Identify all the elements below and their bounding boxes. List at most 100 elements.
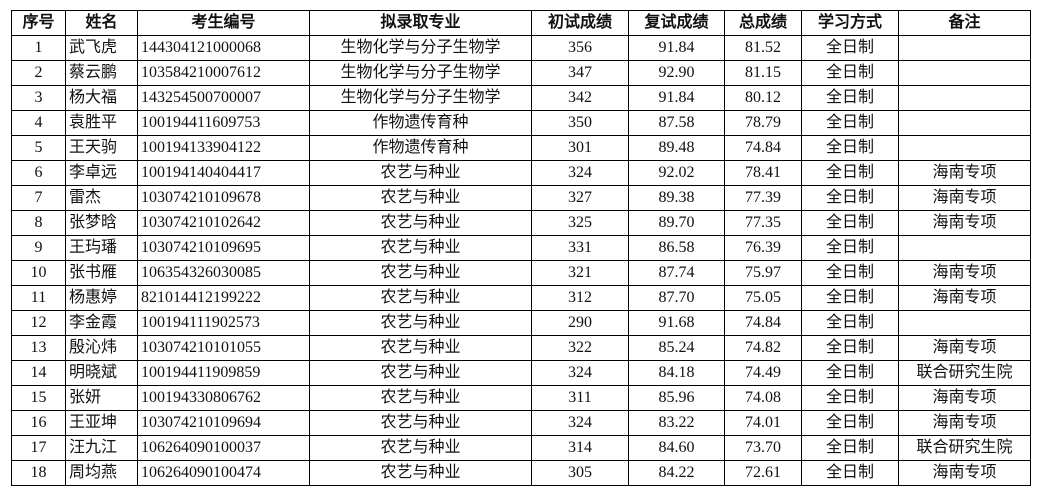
name-cell: 明晓斌	[65, 360, 138, 386]
retest-score-cell: 86.58	[628, 235, 725, 261]
name-cell: 袁胜平	[65, 110, 138, 136]
initial-score-cell: 321	[531, 260, 629, 286]
major-cell: 生物化学与分子生物学	[309, 35, 532, 61]
candidate-id-cell: 103074210109694	[137, 410, 310, 436]
initial-score-cell: 325	[531, 210, 629, 236]
index-cell: 11	[11, 285, 66, 311]
study-mode-cell: 全日制	[801, 285, 899, 311]
name-cell: 王天驹	[65, 135, 138, 161]
study-mode-cell: 全日制	[801, 460, 899, 486]
retest-score-cell: 91.84	[628, 35, 725, 61]
table-row: 4 袁胜平 100194411609753 作物遗传育种 350 87.58 78.79 全日…	[11, 110, 1031, 136]
major-cell: 农艺与种业	[309, 185, 532, 211]
major-cell: 农艺与种业	[309, 385, 532, 411]
candidate-id-cell: 143254500700007	[137, 85, 310, 111]
name-cell: 张梦晗	[65, 210, 138, 236]
study-mode-cell: 全日制	[801, 110, 899, 136]
total-score-cell: 75.97	[724, 260, 802, 286]
remarks-cell: 联合研究生院	[898, 435, 1031, 461]
retest-score-cell: 84.22	[628, 460, 725, 486]
index-cell: 7	[11, 185, 66, 211]
remarks-cell	[898, 110, 1031, 136]
major-cell: 生物化学与分子生物学	[309, 85, 532, 111]
index-cell: 4	[11, 110, 66, 136]
initial-score-cell: 311	[531, 385, 629, 411]
initial-score-cell: 324	[531, 410, 629, 436]
candidate-id-cell: 103074210101055	[137, 335, 310, 361]
retest-score-cell: 91.84	[628, 85, 725, 111]
major-cell: 农艺与种业	[309, 435, 532, 461]
table-row: 16 王亚坤 103074210109694 农艺与种业 324 83.22 74.01 全日…	[11, 410, 1031, 436]
candidate-id-cell: 100194411909859	[137, 360, 310, 386]
remarks-cell: 海南专项	[898, 385, 1031, 411]
study-mode-cell: 全日制	[801, 435, 899, 461]
header-row: 序号 姓名 考生编号 拟录取专业 初试成绩 复试成绩 总成绩 学习方式 备注	[11, 10, 1031, 36]
retest-score-cell: 87.70	[628, 285, 725, 311]
name-cell: 王玙璠	[65, 235, 138, 261]
total-score-cell: 74.01	[724, 410, 802, 436]
initial-score-cell: 347	[531, 60, 629, 86]
table-row: 2 蔡云鹏 103584210007612 生物化学与分子生物学 347 92.90 81.…	[11, 60, 1031, 86]
study-mode-cell: 全日制	[801, 160, 899, 186]
total-score-cell: 73.70	[724, 435, 802, 461]
major-cell: 农艺与种业	[309, 160, 532, 186]
major-cell: 农艺与种业	[309, 260, 532, 286]
candidate-id-cell: 103074210109678	[137, 185, 310, 211]
header-remarks: 备注	[898, 10, 1031, 36]
table-row: 11 杨惠婷 821014412199222 农艺与种业 312 87.70 75.05 全日…	[11, 285, 1031, 311]
remarks-cell: 海南专项	[898, 285, 1031, 311]
candidate-id-cell: 100194140404417	[137, 160, 310, 186]
header-retest-score: 复试成绩	[628, 10, 725, 36]
retest-score-cell: 92.02	[628, 160, 725, 186]
candidate-id-cell: 103074210109695	[137, 235, 310, 261]
index-cell: 1	[11, 35, 66, 61]
study-mode-cell: 全日制	[801, 360, 899, 386]
header-major: 拟录取专业	[309, 10, 532, 36]
candidate-id-cell: 821014412199222	[137, 285, 310, 311]
initial-score-cell: 356	[531, 35, 629, 61]
remarks-cell: 海南专项	[898, 185, 1031, 211]
header-index: 序号	[11, 10, 66, 36]
total-score-cell: 77.35	[724, 210, 802, 236]
total-score-cell: 74.49	[724, 360, 802, 386]
table-row: 14 明晓斌 100194411909859 农艺与种业 324 84.18 74.49 全日…	[11, 360, 1031, 386]
initial-score-cell: 324	[531, 360, 629, 386]
index-cell: 9	[11, 235, 66, 261]
major-cell: 作物遗传育种	[309, 135, 532, 161]
name-cell: 王亚坤	[65, 410, 138, 436]
major-cell: 农艺与种业	[309, 210, 532, 236]
remarks-cell	[898, 310, 1031, 336]
header-name: 姓名	[65, 10, 138, 36]
candidate-id-cell: 100194133904122	[137, 135, 310, 161]
index-cell: 3	[11, 85, 66, 111]
initial-score-cell: 331	[531, 235, 629, 261]
major-cell: 生物化学与分子生物学	[309, 60, 532, 86]
retest-score-cell: 89.48	[628, 135, 725, 161]
header-study-mode: 学习方式	[801, 10, 899, 36]
retest-score-cell: 87.74	[628, 260, 725, 286]
candidate-id-cell: 106354326030085	[137, 260, 310, 286]
study-mode-cell: 全日制	[801, 260, 899, 286]
remarks-cell: 海南专项	[898, 335, 1031, 361]
major-cell: 农艺与种业	[309, 335, 532, 361]
index-cell: 13	[11, 335, 66, 361]
retest-score-cell: 84.60	[628, 435, 725, 461]
retest-score-cell: 92.90	[628, 60, 725, 86]
index-cell: 8	[11, 210, 66, 236]
total-score-cell: 74.84	[724, 310, 802, 336]
remarks-cell: 海南专项	[898, 160, 1031, 186]
table-row: 1 武飞虎 144304121000068 生物化学与分子生物学 356 91.84 81.…	[11, 35, 1031, 61]
total-score-cell: 81.15	[724, 60, 802, 86]
header-total-score: 总成绩	[724, 10, 802, 36]
total-score-cell: 81.52	[724, 35, 802, 61]
total-score-cell: 72.61	[724, 460, 802, 486]
study-mode-cell: 全日制	[801, 335, 899, 361]
remarks-cell: 海南专项	[898, 460, 1031, 486]
remarks-cell	[898, 135, 1031, 161]
retest-score-cell: 84.18	[628, 360, 725, 386]
retest-score-cell: 83.22	[628, 410, 725, 436]
retest-score-cell: 87.58	[628, 110, 725, 136]
name-cell: 张书雁	[65, 260, 138, 286]
table-row: 5 王天驹 100194133904122 作物遗传育种 301 89.48 74.84 全日…	[11, 135, 1031, 161]
remarks-cell	[898, 60, 1031, 86]
